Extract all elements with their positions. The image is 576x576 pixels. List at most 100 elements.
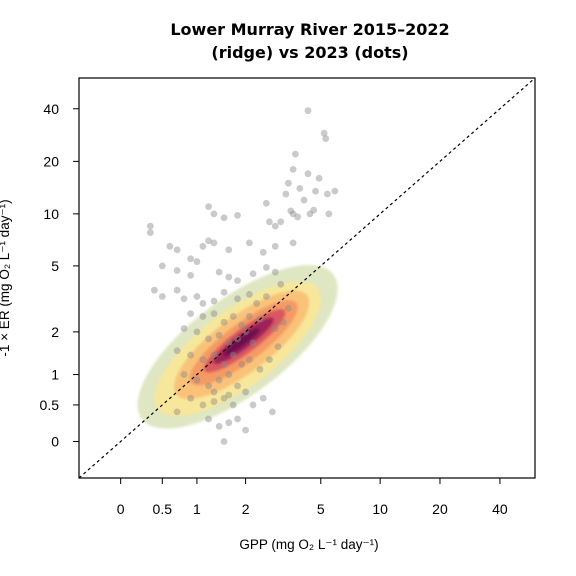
scatter-point [300,196,308,204]
scatter-point [173,267,181,274]
x-tick-label: 1 [193,501,201,517]
scatter-point [322,135,330,143]
scatter-point [205,415,212,423]
x-tick-label: 0 [117,501,125,517]
plot-frame [78,77,536,479]
scatter-point [205,237,212,245]
scatter-point [146,222,154,230]
density-ridge [137,265,338,429]
scatter-point [259,394,267,402]
scatter-point [289,210,297,218]
ridge-level-7 [223,328,260,356]
scatter-point [193,258,201,265]
scatter-point [282,190,290,198]
scatter-point [215,376,223,384]
scatter-point [199,300,207,307]
y-tick-label: 0.5 [40,397,60,413]
scatter-point [205,203,212,211]
scatter-point [292,150,299,158]
scatter-point [205,335,212,343]
scatter-point [289,165,297,173]
scatter-point [289,239,297,247]
scatter-point [151,286,158,294]
scatter-point [220,288,228,296]
scatter-point [205,382,212,390]
scatter-point [210,239,218,247]
scatter-point [323,190,331,198]
scatter-point [253,300,260,307]
scatter-point [225,339,233,347]
scatter-point [279,318,287,326]
scatter-point [158,262,166,270]
scatter-point [294,213,302,221]
scatter-point [304,170,312,178]
scatter-point [220,318,228,326]
scatter-point [210,210,218,218]
scatter-point [199,242,207,250]
scatter-point [215,331,223,339]
scatter-point [249,270,257,278]
scatter-point [287,207,295,215]
scatter-point [210,310,218,318]
y-tick-label: 1 [51,367,59,383]
scatter-point [296,184,304,192]
scatter-point [262,293,270,300]
scatter-point [225,273,233,281]
chart-subtitle: (ridge) vs 2023 (dots) [211,43,408,62]
scatter-point [249,339,257,347]
scatter-point [234,211,241,219]
y-tick-label: 20 [43,153,59,169]
scatter-point [193,376,201,384]
scatter-point [284,179,292,187]
x-tick-label: 5 [317,501,325,517]
scatter-point [249,401,257,409]
scatter-point [325,210,333,218]
x-tick-label: 40 [492,501,508,517]
scatter-point [245,290,253,298]
scatter-point [271,222,279,230]
scatter-point [210,351,218,359]
scatter-point [166,242,174,250]
scatter-point [220,360,228,368]
scatter-point [277,218,285,226]
scatter-point [173,286,181,294]
scatter-point [173,347,181,355]
scatter-point [320,129,328,137]
scatter-point [225,391,233,399]
scatter-point [220,438,228,445]
scatter-point [180,371,188,378]
scatter-point [277,280,285,288]
scatter-point [266,356,273,363]
scatter-point [199,313,207,320]
scatter-point [234,415,241,423]
scatter-point [256,365,264,373]
scatter-point [158,293,166,300]
scatter-point [193,293,201,300]
scatter-point [262,264,270,271]
scatter-point [234,295,241,303]
scatter-point [271,325,279,332]
scatter-point [180,295,188,303]
y-tick-label: 2 [51,324,59,340]
scatter-point [187,394,195,402]
y-tick-label: 40 [43,101,59,117]
scatter-point [210,297,218,305]
scatter-point [187,310,195,318]
x-tick-label: 0.5 [153,501,173,517]
scatter-point [210,388,218,396]
scatter-point [173,408,181,416]
scatter-point [187,255,195,263]
x-tick-label: 10 [372,501,388,517]
scatter-point [259,248,267,256]
x-tick-label: 20 [432,501,448,517]
scatter-point [215,268,223,276]
scatter-point [242,388,249,396]
scatter-point [193,328,201,336]
scatter-point [312,187,319,195]
scatter-point [238,360,246,368]
scatter-point [225,371,233,378]
scatter-point [187,351,195,359]
scatter-point [242,426,249,434]
scatter-point [310,206,318,214]
